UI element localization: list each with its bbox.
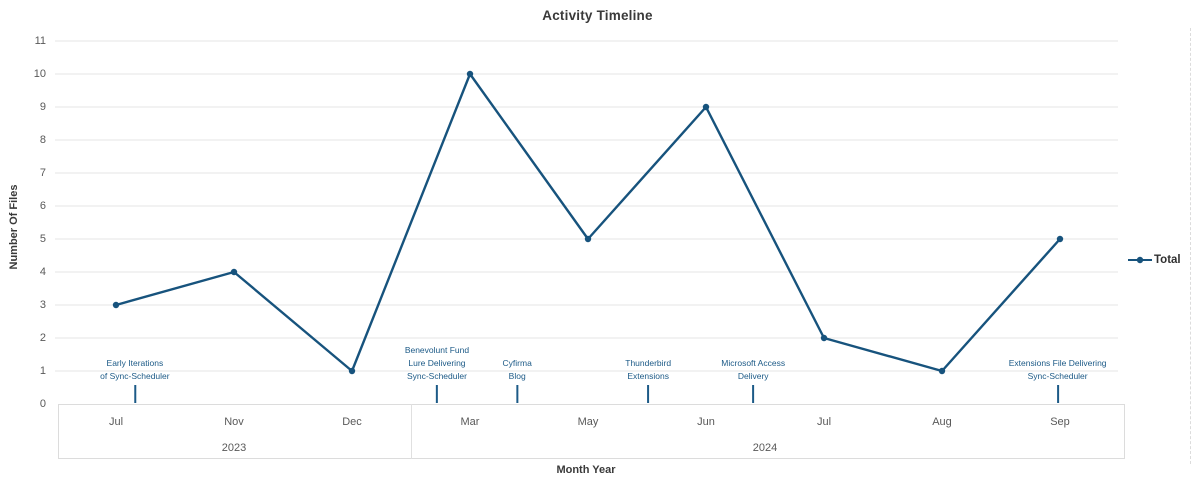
x-tick-label: Mar — [460, 416, 480, 428]
x-tick-label: Sep — [1050, 416, 1070, 428]
data-point[interactable] — [112, 301, 120, 309]
chart-title: Activity Timeline — [542, 8, 653, 23]
annotation: Microsoft Access Delivery — [721, 357, 785, 403]
annotation-tick — [435, 385, 438, 403]
x-tick-label: Aug — [932, 416, 952, 428]
data-point[interactable] — [466, 70, 474, 78]
annotation-line: Sync-Scheduler — [406, 371, 467, 381]
data-point[interactable] — [348, 367, 356, 375]
data-point[interactable] — [230, 268, 238, 276]
annotation-tick — [647, 385, 650, 403]
data-point[interactable] — [820, 334, 828, 342]
y-tick-label: 0 — [39, 397, 46, 410]
annotation-tick — [516, 385, 519, 403]
y-tick-label: 5 — [39, 232, 46, 245]
annotation-line: of Sync-Scheduler — [100, 371, 170, 381]
visual-right-edge — [1190, 28, 1191, 464]
y-tick-label: 9 — [39, 100, 46, 113]
x-tick-label: Dec — [342, 416, 362, 428]
x-tick-label: Jul — [108, 416, 124, 428]
year-label: 2024 — [752, 442, 778, 454]
y-tick-label: 11 — [34, 34, 46, 47]
x-tick-label: Nov — [224, 416, 244, 428]
x-tick-label: Jun — [697, 416, 715, 428]
annotation-line: Cyfirma — [502, 358, 532, 368]
annotation-tick — [752, 385, 755, 403]
data-point[interactable] — [938, 367, 946, 375]
annotation-tick — [133, 385, 136, 403]
y-tick-label: 10 — [33, 67, 46, 80]
y-tick-label: 7 — [39, 166, 46, 179]
y-tick-label: 1 — [39, 364, 46, 377]
legend-label: Total — [1154, 254, 1181, 266]
annotation-line: Early Iterations — [106, 358, 164, 368]
annotation-line: Blog — [508, 371, 526, 381]
annotation-tick — [1056, 385, 1059, 403]
annotation-line: Benevolunt Fund — [404, 345, 470, 355]
annotation: Thunderbird Extensions — [625, 357, 671, 403]
data-point[interactable] — [702, 103, 710, 111]
annotation-line: Extensions File Delivering — [1008, 358, 1107, 368]
annotation-line: Microsoft Access — [721, 358, 786, 368]
x-axis-title: Month Year — [556, 464, 616, 476]
legend-item-total[interactable]: Total — [1127, 254, 1181, 266]
x-axis-band — [58, 404, 1125, 459]
line-marker-icon — [1128, 256, 1152, 264]
data-point[interactable] — [584, 235, 592, 243]
y-tick-label: 4 — [39, 265, 46, 278]
annotation-line: Sync-Scheduler — [1027, 371, 1088, 381]
year-label: 2023 — [221, 442, 247, 454]
annotation-line: Lure Delivering — [408, 358, 466, 368]
x-tick-label: Jul — [816, 416, 832, 428]
annotation-line: Extensions — [627, 371, 669, 381]
annotation-line: Delivery — [737, 371, 769, 381]
y-tick-label: 8 — [39, 133, 46, 146]
annotation: Benevolunt Fund Lure Delivering Sync-Sched… — [405, 344, 469, 403]
annotation-line: Thunderbird — [625, 358, 672, 368]
x-tick-label: May — [577, 416, 599, 428]
annotation: Cyfirma Blog — [503, 357, 532, 403]
year-group-divider — [411, 404, 412, 459]
y-tick-label: 2 — [39, 331, 46, 344]
annotation: Early Iterations of Sync-Scheduler — [100, 357, 170, 403]
annotation: Extensions File Delivering Sync-Scheduler — [1009, 357, 1107, 403]
y-tick-label: 6 — [39, 199, 46, 212]
data-point[interactable] — [1056, 235, 1064, 243]
y-tick-label: 3 — [39, 298, 46, 311]
